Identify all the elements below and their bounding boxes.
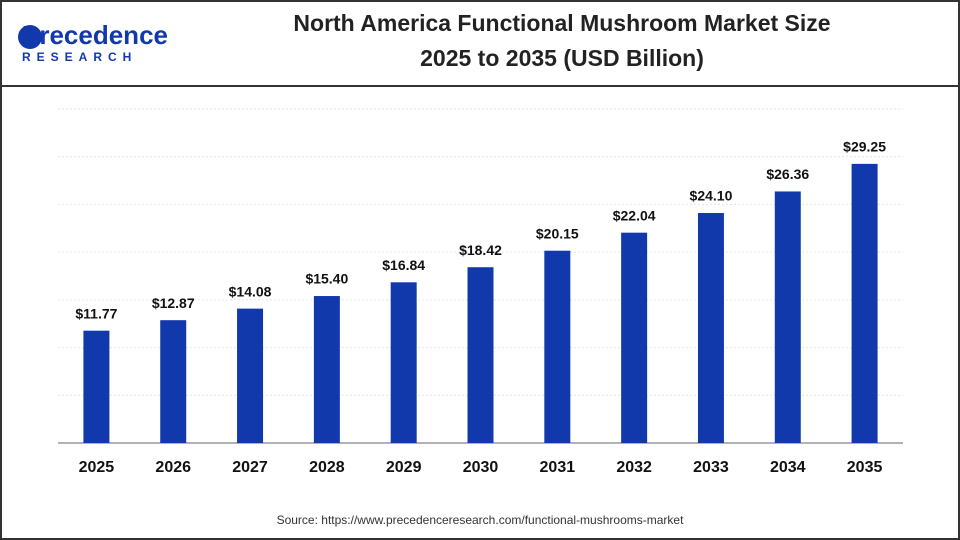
- bar: [160, 320, 187, 443]
- value-label: $26.36: [766, 166, 809, 182]
- bar: [83, 330, 110, 443]
- x-tick-label: 2033: [693, 459, 729, 476]
- value-label: $11.77: [75, 305, 117, 321]
- chart-title: North America Functional Mushroom Market…: [293, 10, 830, 36]
- value-label: $16.84: [382, 257, 425, 273]
- bar: [621, 232, 648, 443]
- source: Source: https://www.precedenceresearch.c…: [277, 513, 685, 527]
- bar: [390, 282, 417, 443]
- value-label: $15.40: [305, 271, 348, 287]
- value-label: $20.15: [536, 225, 579, 241]
- x-tick-label: 2035: [847, 459, 883, 476]
- bar: [774, 191, 801, 443]
- value-label: $18.42: [459, 242, 502, 258]
- bar: [697, 213, 724, 443]
- logo-name: Precedence: [22, 20, 168, 50]
- value-label: $29.25: [843, 139, 886, 155]
- x-tick-label: 2025: [79, 459, 115, 476]
- value-label: $22.04: [613, 207, 656, 223]
- bar: [467, 267, 494, 443]
- logo-tagline: RESEARCH: [22, 50, 137, 64]
- value-label: $24.10: [690, 188, 733, 204]
- value-label: $12.87: [152, 295, 195, 311]
- x-tick-label: 2030: [463, 459, 499, 476]
- bar: [237, 308, 264, 443]
- value-label: $14.08: [229, 283, 272, 299]
- bar: [313, 296, 340, 443]
- x-tick-label: 2031: [540, 459, 576, 476]
- x-tick-label: 2034: [770, 459, 806, 476]
- chart-subtitle: 2025 to 2035 (USD Billion): [420, 45, 704, 71]
- x-tick-label: 2027: [232, 459, 268, 476]
- x-tick-label: 2029: [386, 459, 422, 476]
- x-tick-label: 2028: [309, 459, 345, 476]
- x-tick-label: 2032: [616, 459, 652, 476]
- x-tick-label: 2026: [155, 459, 191, 476]
- bar: [544, 250, 571, 443]
- logo-icon: [18, 25, 42, 49]
- bar: [851, 163, 878, 443]
